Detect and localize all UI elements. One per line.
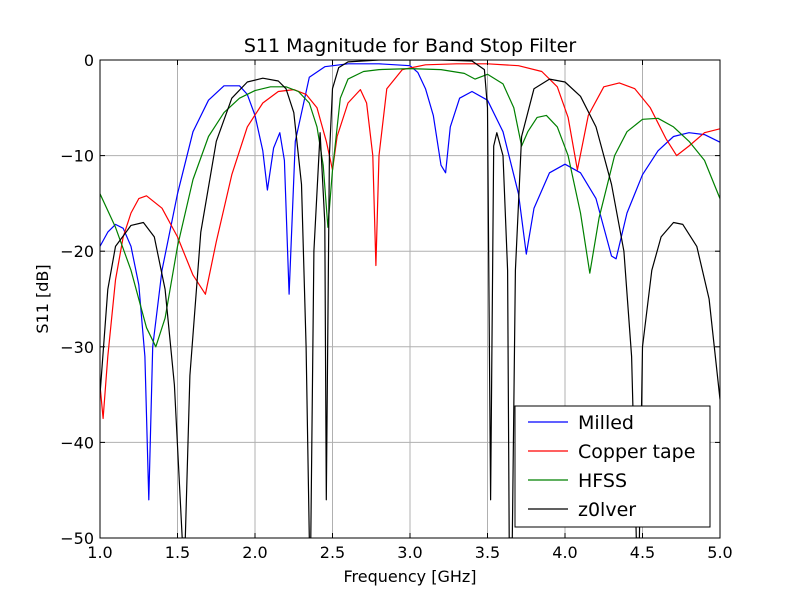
- x-tick-label: 1.5: [165, 543, 190, 562]
- series-line-0: [100, 63, 720, 501]
- y-tick-label: 0: [84, 51, 94, 70]
- y-tick-label: −20: [60, 242, 94, 261]
- series-lines: [100, 60, 720, 538]
- y-tick-label: −30: [60, 338, 94, 357]
- series-line-2: [100, 68, 720, 348]
- y-tick-label: −10: [60, 147, 94, 166]
- x-tick-label: 4.5: [630, 543, 655, 562]
- x-tick-label: 2.5: [320, 543, 345, 562]
- legend-label-2: HFSS: [578, 470, 627, 492]
- legend-label-1: Copper tape: [578, 441, 695, 463]
- legend-box: [514, 405, 711, 528]
- y-axis-title: S11 [dB]: [33, 264, 52, 333]
- x-axis-title: Frequency [GHz]: [343, 567, 476, 586]
- y-tick-label: −40: [60, 433, 94, 452]
- x-tick-label: 3.5: [475, 543, 500, 562]
- axis-ticks: 1.0 1.5 2.0 2.5 3.0 3.5 4.0 4.5 5.0 0 −10 −20 −30 −40…: [60, 51, 732, 562]
- chart-title: S11 Magnitude for Band Stop Filter: [244, 35, 576, 57]
- series-line-3: [100, 60, 720, 538]
- x-tick-label: 5.0: [707, 543, 732, 562]
- x-tick-label: 3.0: [397, 543, 422, 562]
- legend-label-0: Milled: [578, 412, 634, 434]
- x-tick-label: 2.0: [242, 543, 267, 562]
- legend: Milled Copper tape HFSS z0lver: [514, 405, 711, 528]
- x-tick-label: 4.0: [552, 543, 577, 562]
- x-tick-label: 1.0: [87, 543, 112, 562]
- y-tick-label: −50: [60, 529, 94, 548]
- series-line-1: [100, 63, 720, 420]
- legend-label-3: z0lver: [578, 499, 636, 521]
